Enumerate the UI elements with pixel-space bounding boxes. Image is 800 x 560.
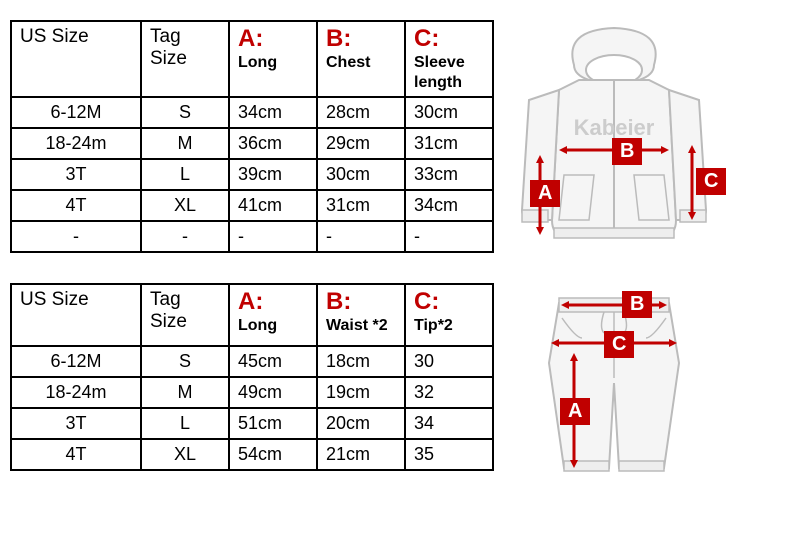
- col-c-sleeve: C: Sleeve length: [405, 21, 493, 97]
- cell: 6-12M: [11, 346, 141, 377]
- c-sub: Sleeve length: [414, 54, 465, 91]
- cell: 34: [405, 408, 493, 439]
- col-tag-size-2: Tag Size: [141, 284, 229, 346]
- cell: 29cm: [317, 128, 405, 159]
- col-c-tip: C: Tip*2: [405, 284, 493, 346]
- table-row: 6-12MS34cm28cm30cm: [11, 97, 493, 128]
- hoodie-sketch-icon: Kabeier: [504, 20, 724, 250]
- hoodie-label-c: C: [696, 168, 726, 195]
- cell: 36cm: [229, 128, 317, 159]
- cell: L: [141, 159, 229, 190]
- b-letter-2: B:: [326, 288, 351, 315]
- col-tag-size: Tag Size: [141, 21, 229, 97]
- cell: 28cm: [317, 97, 405, 128]
- cell: 31cm: [405, 128, 493, 159]
- table-row: 6-12MS45cm18cm30: [11, 346, 493, 377]
- cell: 31cm: [317, 190, 405, 221]
- cell: 18-24m: [11, 377, 141, 408]
- table-row: -----: [11, 221, 493, 252]
- hoodie-table-body: 6-12MS34cm28cm30cm18-24mM36cm29cm31cm3TL…: [11, 97, 493, 252]
- table-row: 3TL51cm20cm34: [11, 408, 493, 439]
- cell: 4T: [11, 439, 141, 470]
- pants-label-c: C: [604, 331, 634, 358]
- cell: 39cm: [229, 159, 317, 190]
- cell: 34cm: [229, 97, 317, 128]
- cell: 34cm: [405, 190, 493, 221]
- cell: 4T: [11, 190, 141, 221]
- col-us-size: US Size: [11, 21, 141, 97]
- cell: 3T: [11, 159, 141, 190]
- cell: M: [141, 128, 229, 159]
- pants-table-body: 6-12MS45cm18cm3018-24mM49cm19cm323TL51cm…: [11, 346, 493, 470]
- pants-section: US Size Tag Size A: Long B: Waist *2 C: …: [10, 283, 790, 483]
- cell: 35: [405, 439, 493, 470]
- cell: -: [11, 221, 141, 252]
- col-b-chest: B: Chest: [317, 21, 405, 97]
- cell: 41cm: [229, 190, 317, 221]
- pants-label-b: B: [622, 291, 652, 318]
- c-letter-2: C:: [414, 288, 439, 315]
- cell: 33cm: [405, 159, 493, 190]
- col-us-size-2: US Size: [11, 284, 141, 346]
- a-letter: A:: [238, 25, 263, 52]
- hoodie-size-table: US Size Tag Size A: Long B: Chest C: Sle…: [10, 20, 494, 253]
- col-a-long: A: Long: [229, 21, 317, 97]
- b-letter: B:: [326, 25, 351, 52]
- cell: 18cm: [317, 346, 405, 377]
- b-sub: Chest: [326, 54, 370, 71]
- cell: -: [141, 221, 229, 252]
- cell: 21cm: [317, 439, 405, 470]
- cell: S: [141, 346, 229, 377]
- a-sub-2: Long: [238, 317, 277, 334]
- cell: 30cm: [317, 159, 405, 190]
- cell: 45cm: [229, 346, 317, 377]
- col-a-long-2: A: Long: [229, 284, 317, 346]
- cell: 19cm: [317, 377, 405, 408]
- cell: 30: [405, 346, 493, 377]
- pants-diagram: B C A: [504, 283, 724, 483]
- pants-size-table: US Size Tag Size A: Long B: Waist *2 C: …: [10, 283, 494, 471]
- cell: 32: [405, 377, 493, 408]
- a-sub: Long: [238, 54, 277, 71]
- table-row: 4TXL41cm31cm34cm: [11, 190, 493, 221]
- table-row: 3TL39cm30cm33cm: [11, 159, 493, 190]
- cell: 3T: [11, 408, 141, 439]
- a-letter-2: A:: [238, 288, 263, 315]
- cell: -: [317, 221, 405, 252]
- cell: -: [405, 221, 493, 252]
- c-letter: C:: [414, 25, 439, 52]
- cell: -: [229, 221, 317, 252]
- hoodie-section: US Size Tag Size A: Long B: Chest C: Sle…: [10, 20, 790, 253]
- hoodie-label-b: B: [612, 138, 642, 165]
- hoodie-label-a: A: [530, 180, 560, 207]
- cell: 51cm: [229, 408, 317, 439]
- table-row: 18-24mM36cm29cm31cm: [11, 128, 493, 159]
- hoodie-brand-text: Kabeier: [574, 115, 655, 140]
- cell: 30cm: [405, 97, 493, 128]
- cell: 6-12M: [11, 97, 141, 128]
- b-sub-2: Waist *2: [326, 317, 388, 334]
- cell: L: [141, 408, 229, 439]
- cell: 20cm: [317, 408, 405, 439]
- cell: 49cm: [229, 377, 317, 408]
- table-row: 4TXL54cm21cm35: [11, 439, 493, 470]
- cell: 54cm: [229, 439, 317, 470]
- c-sub-2: Tip*2: [414, 317, 453, 334]
- pants-label-a: A: [560, 398, 590, 425]
- cell: XL: [141, 439, 229, 470]
- cell: M: [141, 377, 229, 408]
- cell: S: [141, 97, 229, 128]
- cell: XL: [141, 190, 229, 221]
- table-row: 18-24mM49cm19cm32: [11, 377, 493, 408]
- pants-sketch-icon: [504, 283, 724, 483]
- col-b-waist: B: Waist *2: [317, 284, 405, 346]
- cell: 18-24m: [11, 128, 141, 159]
- hoodie-diagram: Kabeier B A C: [504, 20, 724, 250]
